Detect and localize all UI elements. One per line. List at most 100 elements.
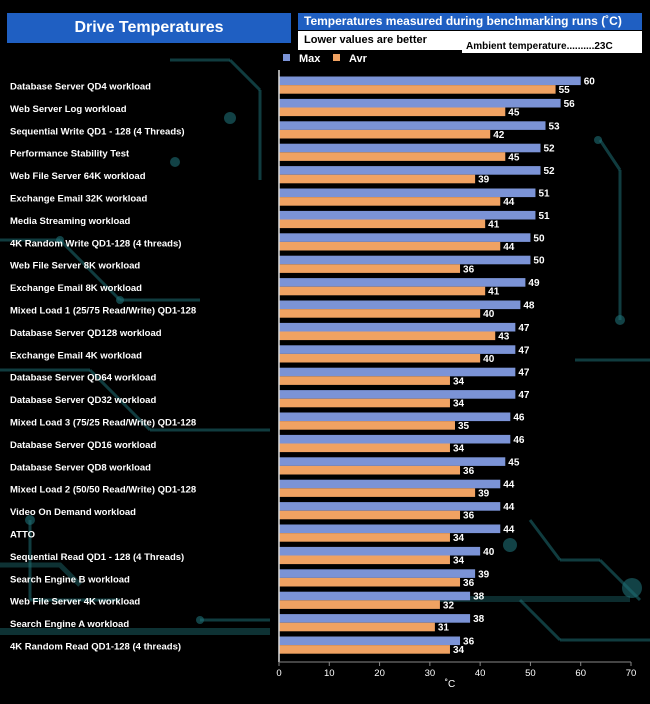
bar-max: [279, 412, 511, 422]
x-tick-label: 60: [575, 668, 586, 679]
bar-max: [279, 546, 481, 556]
category-label: Video On Demand workload: [10, 507, 136, 518]
x-tick-label: 70: [626, 668, 637, 679]
data-label-avr: 34: [453, 533, 465, 544]
bar-max: [279, 210, 536, 220]
bar-max: [279, 76, 581, 86]
data-label-max: 53: [549, 121, 561, 132]
bar-avr: [279, 353, 481, 363]
circuit-strip: [330, 596, 630, 602]
bar-avr: [279, 421, 455, 430]
data-label-avr: 35: [458, 421, 470, 432]
circuit-node: [116, 296, 124, 304]
bar-avr: [279, 622, 435, 632]
data-label-avr: 34: [453, 444, 465, 455]
bar-avr: [279, 197, 501, 206]
data-label-avr: 40: [483, 309, 495, 320]
data-label-avr: 39: [478, 488, 490, 499]
bar-max: [279, 614, 471, 623]
chart-title: Drive Temperatures: [7, 13, 291, 43]
x-tick-label: 30: [425, 668, 436, 679]
data-label-max: 48: [523, 301, 535, 312]
data-label-avr: 40: [483, 354, 495, 365]
data-label-max: 50: [533, 233, 545, 244]
chart-area: Max Avr Database Server QD4 workload 60 55 We…: [10, 53, 636, 690]
data-label-max: 40: [483, 547, 495, 558]
data-label-avr: 45: [508, 152, 520, 163]
bar-avr: [279, 577, 461, 587]
data-label-max: 60: [584, 77, 596, 88]
data-label-avr: 39: [478, 175, 490, 186]
x-axis-title: ˚C: [445, 678, 456, 690]
category-label: Database Server QD32 workload: [10, 395, 156, 406]
bar-max: [279, 322, 516, 332]
bar-avr: [279, 85, 556, 94]
data-label-max: 46: [513, 435, 525, 446]
bar-avr: [279, 376, 450, 385]
data-label-max: 47: [518, 368, 530, 379]
data-label-max: 51: [538, 211, 550, 222]
data-label-avr: 45: [508, 108, 520, 119]
bar-max: [279, 121, 546, 130]
circuit-node: [25, 515, 35, 525]
data-label-avr: 41: [488, 287, 500, 298]
category-label: Database Server QD4 workload: [10, 82, 151, 93]
circuit-node: [503, 538, 517, 552]
legend-label-max: Max: [299, 53, 321, 65]
data-label-avr: 42: [493, 130, 505, 141]
bar-avr: [279, 398, 450, 408]
bar-avr: [279, 555, 450, 565]
data-label-max: 51: [538, 189, 550, 200]
category-label: Web Server Log workload: [10, 104, 127, 115]
bar-avr: [279, 219, 486, 229]
bar-max: [279, 434, 511, 444]
bar-max: [279, 457, 506, 466]
circuit-background: [0, 58, 650, 642]
bar-avr: [279, 331, 496, 341]
data-label-avr: 36: [463, 466, 475, 477]
bar-max: [279, 278, 526, 287]
circuit-node: [622, 578, 642, 598]
data-label-avr: 44: [503, 197, 515, 208]
circuit-trace: [528, 519, 562, 561]
ambient-temperature-note: Ambient temperature..........23C: [462, 40, 642, 53]
data-label-avr: 43: [498, 332, 510, 343]
x-tick-label: 20: [374, 668, 385, 679]
data-label-max: 45: [508, 457, 520, 468]
data-label-avr: 34: [453, 556, 465, 567]
data-label-max: 38: [473, 614, 485, 625]
bar-max: [279, 502, 501, 511]
data-label-avr: 36: [463, 578, 475, 589]
data-label-avr: 34: [453, 399, 465, 410]
bar-avr: [279, 264, 461, 273]
bar-max: [279, 479, 501, 489]
x-tick-label: 10: [324, 668, 335, 679]
data-label-avr: 34: [453, 645, 465, 656]
circuit-trace: [518, 598, 562, 642]
category-label: Web File Server 8K workload: [10, 261, 140, 272]
bar-max: [279, 591, 471, 601]
category-label: Database Server QD64 workload: [10, 373, 156, 384]
bar-max: [279, 166, 541, 175]
category-label: Exchange Email 4K workload: [10, 350, 142, 361]
bar-avr: [279, 465, 461, 475]
bar-avr: [279, 309, 481, 318]
legend-swatch-max: [283, 54, 290, 61]
category-label: Exchange Email 8K workload: [10, 283, 142, 294]
data-label-max: 47: [518, 323, 530, 334]
data-label-avr: 36: [463, 511, 475, 522]
circuit-trace: [598, 139, 622, 171]
data-label-avr: 44: [503, 242, 515, 253]
bar-max: [279, 98, 561, 108]
data-label-max: 39: [478, 569, 490, 580]
x-tick-label: 0: [276, 668, 281, 679]
category-label: Web File Server 4K workload: [10, 597, 140, 608]
bar-max: [279, 143, 541, 153]
circuit-node: [56, 236, 64, 244]
bar-max: [279, 255, 531, 265]
bar-max: [279, 367, 516, 377]
bar-avr: [279, 174, 476, 184]
bar-avr: [279, 645, 450, 654]
bar-max: [279, 233, 531, 242]
